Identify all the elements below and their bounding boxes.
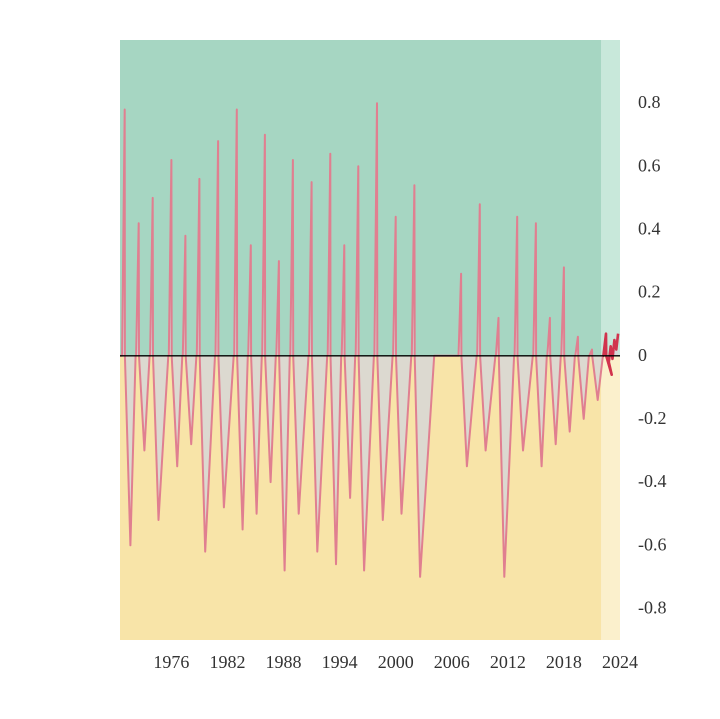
x-tick-label: 1982 — [209, 652, 245, 672]
y-tick-label: 0.8 — [638, 92, 661, 112]
y-tick-label: -0.6 — [638, 534, 667, 554]
x-tick-label: 2018 — [546, 652, 582, 672]
y-tick-label: -0.2 — [638, 408, 667, 428]
y-tick-label: 0.4 — [638, 218, 661, 238]
x-tick-label: 2024 — [602, 652, 638, 672]
x-tick-label: 2000 — [378, 652, 414, 672]
y-tick-label: -0.8 — [638, 597, 667, 617]
y-tick-label: -0.4 — [638, 471, 667, 491]
x-tick-label: 2012 — [490, 652, 526, 672]
x-tick-label: 2006 — [434, 652, 470, 672]
y-tick-label: 0.2 — [638, 282, 661, 302]
chart-container: 0.8 0.6 0.4 0.2 0 -0.2 -0.4 -0.6 -0.8 1976 1982 198… — [0, 0, 720, 719]
x-tick-label: 1988 — [266, 652, 302, 672]
x-tick-label: 1994 — [322, 652, 358, 672]
y-tick-label: 0 — [638, 345, 647, 365]
x-tick-label: 1976 — [153, 652, 189, 672]
y-tick-label: 0.6 — [638, 155, 661, 175]
timeseries-chart: 0.8 0.6 0.4 0.2 0 -0.2 -0.4 -0.6 -0.8 1976 1982 198… — [0, 0, 720, 719]
